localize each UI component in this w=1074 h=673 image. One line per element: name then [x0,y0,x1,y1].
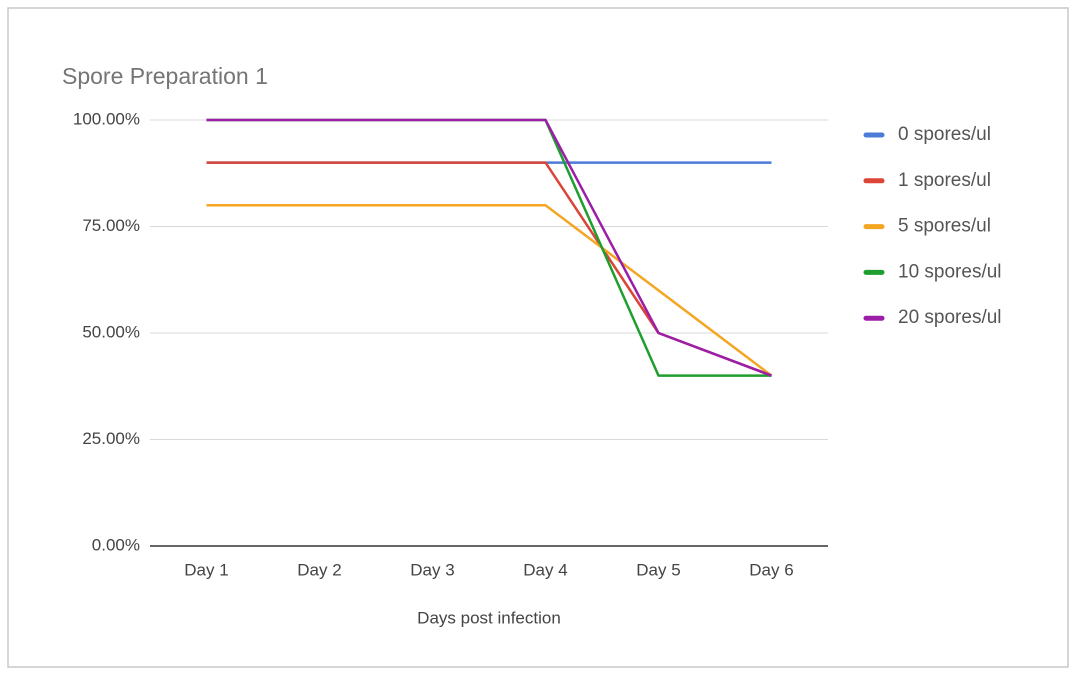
y-tick-label: 25.00% [82,429,140,448]
legend-label: 5 spores/ul [898,216,991,237]
legend-label: 10 spores/ul [898,261,1002,282]
y-tick-label: 0.00% [92,535,140,554]
chart-title: Spore Preparation 1 [62,63,268,89]
x-tick-label: Day 1 [184,560,228,579]
legend-label: 0 spores/ul [898,124,991,145]
y-tick-label: 100.00% [73,109,140,128]
y-tick-label: 75.00% [82,216,140,235]
x-tick-label: Day 5 [636,560,680,579]
series-line [206,118,772,377]
legend-label: 1 spores/ul [898,170,991,191]
x-tick-label: Day 3 [410,560,454,579]
x-axis-label: Days post infection [417,608,561,627]
frame [7,7,1069,668]
x-tick-label: Day 6 [749,560,793,579]
y-tick-label: 50.00% [82,322,140,341]
legend-label: 20 spores/ul [898,307,1002,328]
series-line [206,203,773,377]
x-tick-label: Day 4 [523,560,567,579]
x-tick-label: Day 2 [297,560,341,579]
